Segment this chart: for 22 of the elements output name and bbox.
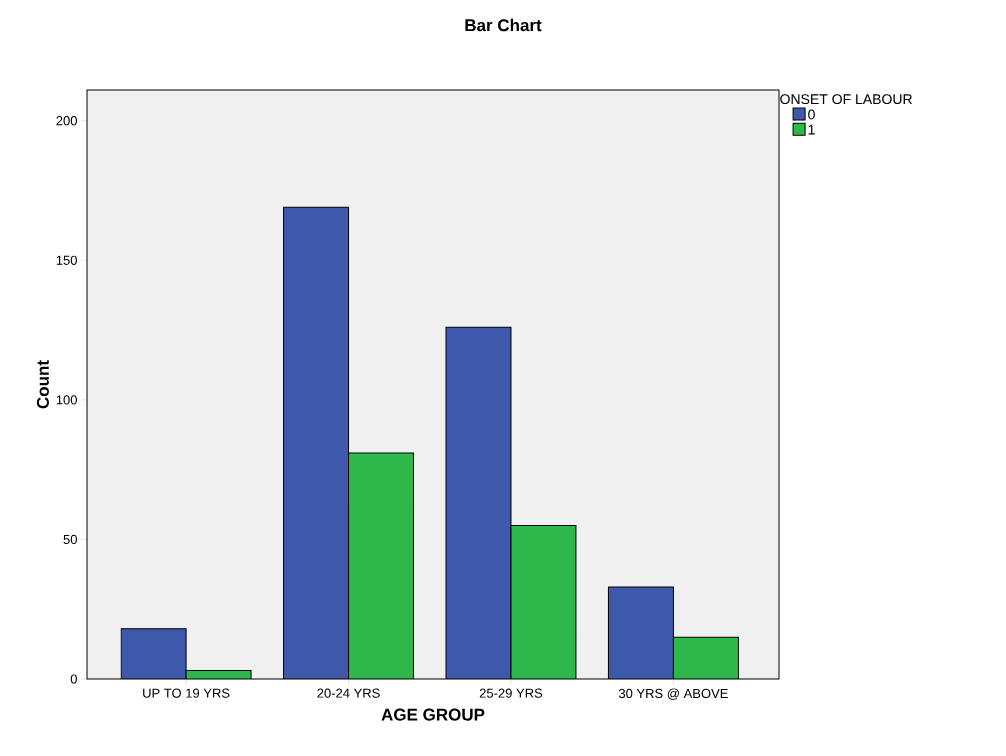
y-tick-label: 150 <box>56 255 77 265</box>
x-tick-label: UP TO 19 YRS <box>143 688 230 698</box>
x-tick-label: 20-24 YRS <box>317 688 380 698</box>
bar <box>672 636 739 679</box>
x-axis-title: AGE GROUP <box>381 708 485 721</box>
y-tick-label: 50 <box>63 534 77 545</box>
chart-title: Bar Chart <box>465 18 542 32</box>
x-tick-label: 30 YRS @ ABOVE <box>618 688 728 700</box>
bar <box>607 586 674 679</box>
legend-label: 1 <box>808 124 815 135</box>
legend-label: 0 <box>808 109 815 120</box>
x-tick-label: 25-29 YRS <box>479 688 543 698</box>
bar <box>446 327 511 679</box>
bar <box>121 628 187 679</box>
y-tick-label: 200 <box>56 116 77 126</box>
y-axis-title: Count <box>36 360 49 409</box>
y-tick-label: 0 <box>70 674 77 684</box>
bar <box>348 452 414 679</box>
y-tick-label: 100 <box>56 395 77 405</box>
legend-title: ONSET OF LABOUR <box>780 94 912 105</box>
bar <box>510 525 576 679</box>
bar <box>283 207 349 679</box>
